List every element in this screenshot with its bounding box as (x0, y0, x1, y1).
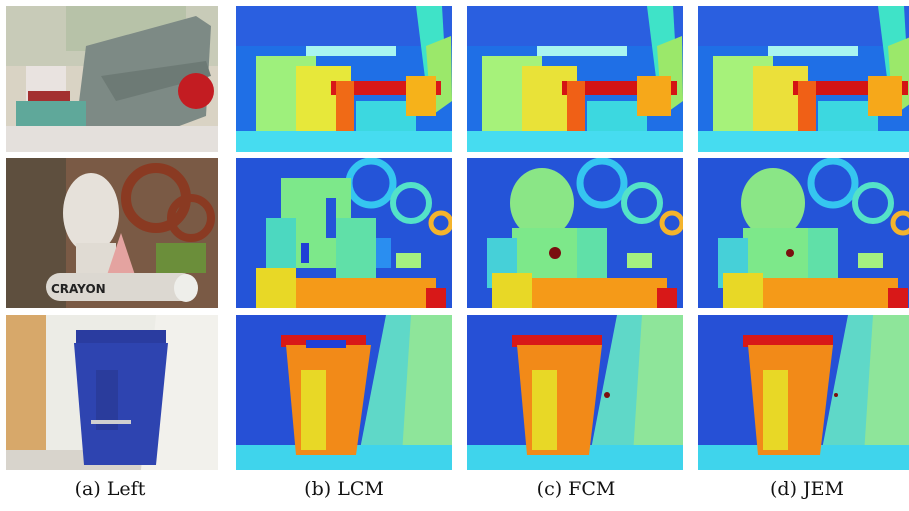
jem-depth-bin (698, 315, 909, 470)
image-grid: CRAYON (6, 6, 909, 470)
caption-jem: (d) JEM (770, 478, 844, 500)
caption-fcm: (c) FCM (536, 478, 616, 500)
svg-text:CRAYON: CRAYON (51, 282, 106, 296)
jem-depth-chair (698, 6, 909, 152)
lcm-depth-art (236, 158, 452, 308)
left-image-art: CRAYON (6, 158, 218, 308)
lcm-depth-bin (236, 315, 452, 470)
jem-depth-art (698, 158, 909, 308)
fcm-depth-chair (467, 6, 683, 152)
caption-left: (a) Left (74, 478, 146, 500)
left-image-bin (6, 315, 218, 470)
fcm-depth-bin (467, 315, 683, 470)
lcm-depth-chair (236, 6, 452, 152)
fcm-depth-art (467, 158, 683, 308)
left-image-chair (6, 6, 218, 152)
caption-lcm: (b) LCM (304, 478, 384, 500)
